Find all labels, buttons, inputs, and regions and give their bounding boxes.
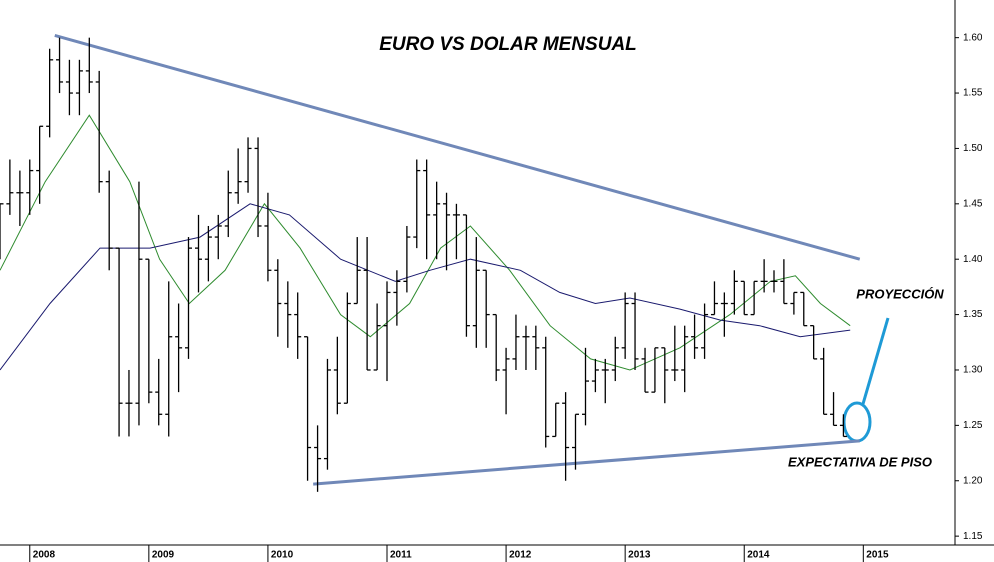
moving-average (0, 114, 851, 371)
y-tick-label: 1.45 (963, 198, 983, 209)
y-tick-label: 1.30 (963, 365, 983, 376)
trendline (313, 439, 860, 486)
chart-title: EURO VS DOLAR MENSUAL (379, 34, 637, 55)
y-tick-label: 1.50 (963, 143, 983, 154)
y-tick-label: 1.60 (963, 32, 983, 43)
x-tick-label: 2015 (866, 550, 889, 561)
x-tick-label: 2013 (628, 550, 651, 561)
annotation: EXPECTATIVA DE PISO (788, 454, 932, 469)
y-tick-label: 1.25 (963, 420, 983, 431)
x-tick-label: 2011 (390, 550, 412, 561)
x-tick-label: 2014 (747, 550, 770, 561)
y-tick-label: 1.20 (963, 475, 983, 486)
x-tick-label: 2008 (33, 550, 56, 561)
x-tick-label: 2012 (509, 550, 532, 561)
x-tick-label: 2009 (152, 550, 175, 561)
y-tick-label: 1.40 (963, 254, 983, 265)
y-tick-label: 1.35 (963, 309, 983, 320)
x-tick-label: 2010 (271, 550, 294, 561)
y-tick-label: 1.55 (963, 88, 983, 99)
moving-average (0, 203, 851, 371)
y-tick-label: 1.15 (963, 531, 983, 542)
annotation: PROYECCIÓN (856, 286, 944, 301)
trendline (54, 34, 861, 261)
projection-arrow (861, 317, 890, 405)
